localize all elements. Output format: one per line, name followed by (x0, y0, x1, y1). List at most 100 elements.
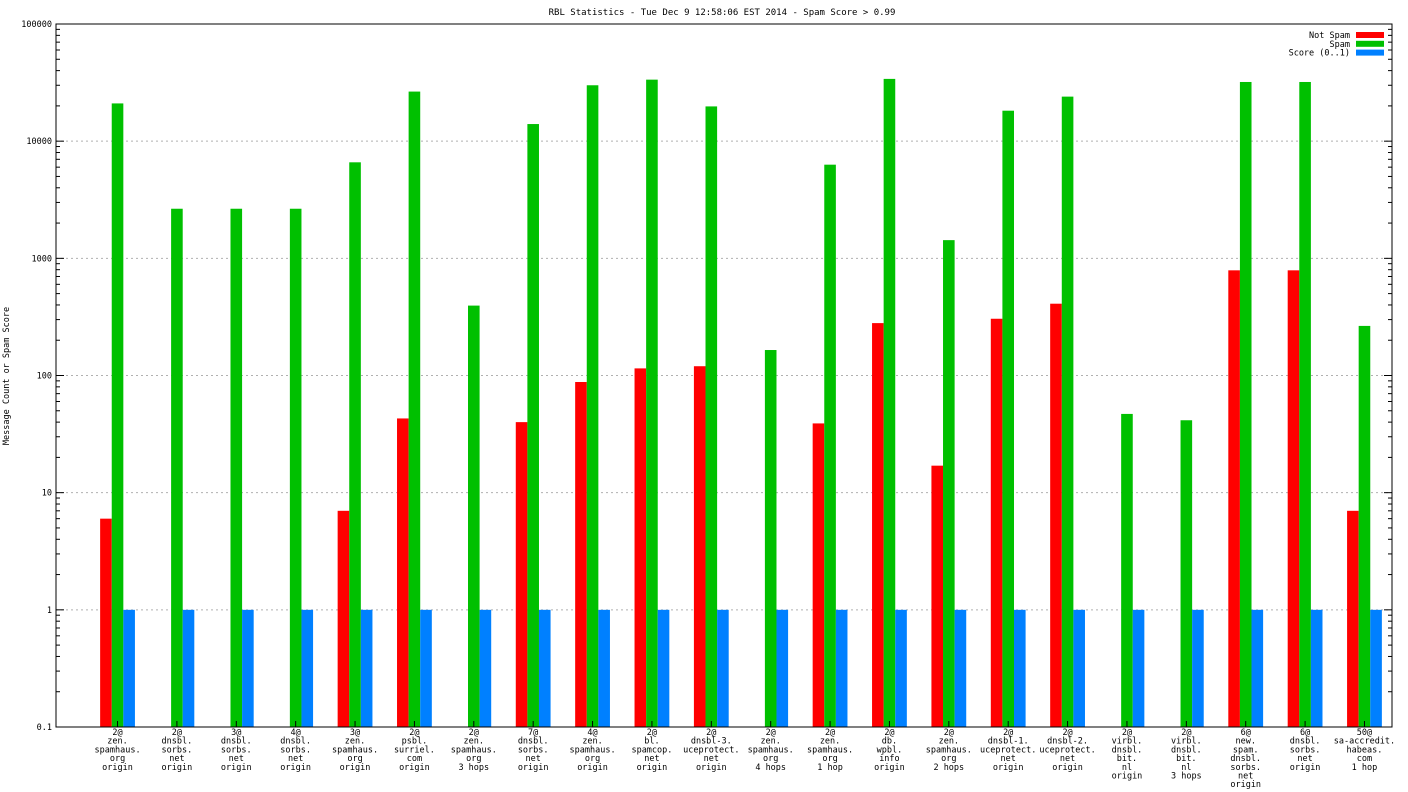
bar-score-0-1 (1132, 609, 1145, 727)
bar-spam (289, 208, 302, 727)
bar-score-0-1 (1192, 609, 1204, 727)
bar-not-spam (990, 318, 1003, 727)
bar-score-0-1 (1370, 609, 1382, 727)
x-tick-label: 2@ virbl. dnsbl. bit. nl 3 hops (1171, 728, 1202, 782)
bar-spam (1239, 81, 1252, 728)
legend-label: Not Spam (1309, 31, 1350, 41)
bar-spam (349, 162, 361, 727)
bar-spam (171, 208, 183, 727)
bar-spam (1061, 96, 1074, 727)
bar-not-spam (575, 382, 587, 727)
bar-not-spam (1228, 270, 1240, 727)
bar-spam (468, 305, 480, 727)
bar-score-0-1 (776, 609, 789, 727)
legend-swatch (1356, 32, 1384, 38)
x-tick-label: 3@ zen. spamhaus. org origin (332, 728, 378, 773)
x-tick-label: 4@ zen. spamhaus. org origin (570, 728, 616, 773)
bar-not-spam (1287, 270, 1300, 727)
x-tick-label: 3@ dnsbl. sorbs. net origin (221, 728, 252, 773)
bar-score-0-1 (954, 609, 967, 727)
bar-spam (230, 208, 243, 727)
bar-score-0-1 (301, 609, 314, 727)
bar-not-spam (693, 366, 706, 727)
bar-spam (1002, 110, 1014, 728)
bar-score-0-1 (1014, 609, 1026, 727)
bar-score-0-1 (717, 609, 729, 727)
x-tick-label: 2@ zen. spamhaus. org origin (95, 728, 141, 773)
x-tick-label: 50@ sa-accredit. habeas. com 1 hop (1334, 728, 1395, 773)
bar-not-spam (515, 422, 528, 727)
bar-spam (646, 79, 658, 727)
bar-not-spam (1347, 510, 1359, 727)
x-tick-label: 2@ virbl. dnsbl. bit. nl origin (1112, 728, 1143, 782)
legend-swatch (1356, 49, 1384, 56)
x-tick-label: 2@ dnsbl-3. uceprotect. net origin (683, 728, 739, 773)
y-ticks: 0.1 1 10 100 1000 10000 100000 (21, 20, 1392, 733)
x-tick-label: 2@ dnsbl-1. uceprotect. net origin (980, 728, 1036, 773)
bar-score-0-1 (598, 609, 610, 727)
bar-spam (1121, 413, 1133, 727)
x-tick-label: 2@ db. wpbl. info origin (874, 728, 905, 773)
bar-spam (111, 103, 124, 727)
bar-score-0-1 (657, 609, 670, 727)
bar-score-0-1 (1310, 609, 1323, 727)
bar-score-0-1 (420, 609, 432, 727)
bar-not-spam (931, 465, 944, 727)
bar-score-0-1 (479, 609, 492, 727)
y-axis-label: Message Count or Spam Score (2, 307, 12, 445)
x-tick-label: 6@ dnsbl. sorbs. net origin (1290, 728, 1321, 773)
bar-score-0-1 (242, 609, 254, 727)
x-tick-label: 4@ dnsbl. sorbs. net origin (280, 728, 311, 773)
bar-spam (764, 350, 777, 727)
x-tick-label: 2@ zen. spamhaus. org 2 hops (926, 728, 972, 773)
y-tick-label: 100000 (21, 20, 52, 30)
bar-not-spam (100, 518, 112, 727)
bar-score-0-1 (1251, 609, 1264, 727)
bar-spam (586, 85, 599, 727)
bar-spam (1180, 420, 1193, 727)
legend-swatch (1356, 40, 1384, 47)
y-tick-label: 10000 (26, 137, 52, 147)
x-tick-label: 6@ new. spam. dnsbl. sorbs. net origin (1230, 728, 1261, 790)
x-tick-label: 2@ zen. spamhaus. org 4 hops (748, 728, 794, 773)
bar-spam (705, 106, 718, 727)
bar-score-0-1 (835, 609, 848, 727)
bar-not-spam (337, 510, 350, 727)
y-tick-label: 10 (42, 489, 52, 499)
bar-score-0-1 (1073, 609, 1085, 727)
chart-title: RBL Statistics - Tue Dec 9 12:58:06 EST … (549, 8, 896, 18)
bar-spam (527, 124, 539, 727)
bar-not-spam (1050, 303, 1062, 727)
x-ticks: 2@ zen. spamhaus. org origin 2@ dnsbl. sorbs. ne… (95, 721, 1395, 790)
bars (100, 78, 1382, 728)
bar-not-spam (872, 323, 884, 727)
x-tick-label: 2@ zen. spamhaus. org 3 hops (451, 728, 497, 773)
y-tick-label: 0.1 (37, 723, 52, 733)
x-tick-label: 2@ dnsbl-2. uceprotect. net origin (1039, 728, 1095, 773)
bar-score-0-1 (360, 609, 373, 727)
bar-not-spam (812, 423, 825, 727)
y-tick-label: 1000 (32, 254, 52, 264)
y-tick-label: 100 (37, 372, 52, 382)
bar-score-0-1 (538, 609, 551, 727)
legend-label: Spam (1330, 40, 1350, 50)
bar-score-0-1 (895, 609, 907, 727)
bar-spam (1299, 81, 1311, 728)
x-tick-label: 2@ psbl. surriel. com origin (394, 728, 435, 773)
y-tick-label: 1 (47, 606, 52, 616)
x-tick-label: 2@ zen. spamhaus. org 1 hop (807, 728, 853, 773)
x-tick-label: 7@ dnsbl. sorbs. net origin (518, 728, 549, 773)
bar-not-spam (634, 368, 647, 727)
bar-spam (408, 91, 421, 727)
bar-spam (883, 78, 896, 728)
bar-spam (943, 240, 955, 728)
bar-score-0-1 (182, 609, 195, 727)
bar-spam (824, 164, 836, 728)
bar-not-spam (397, 418, 409, 727)
x-tick-label: 2@ dnsbl. sorbs. net origin (162, 728, 193, 773)
x-tick-label: 2@ bl. spamcop. net origin (631, 728, 672, 773)
bar-spam (1358, 325, 1371, 727)
bar-score-0-1 (123, 609, 135, 727)
